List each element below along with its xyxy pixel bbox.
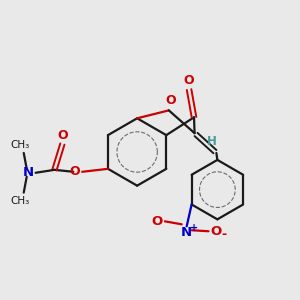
Text: CH₃: CH₃ [10,196,29,206]
Text: O: O [151,215,163,228]
Text: N: N [181,226,192,239]
Text: O: O [69,165,80,178]
Text: N: N [23,166,34,179]
Text: CH₃: CH₃ [10,140,29,150]
Text: O: O [211,225,222,238]
Text: O: O [184,74,194,87]
Text: H: H [206,135,216,148]
Text: -: - [222,228,227,241]
Text: O: O [57,129,68,142]
Text: +: + [190,223,198,233]
Text: O: O [166,94,176,107]
